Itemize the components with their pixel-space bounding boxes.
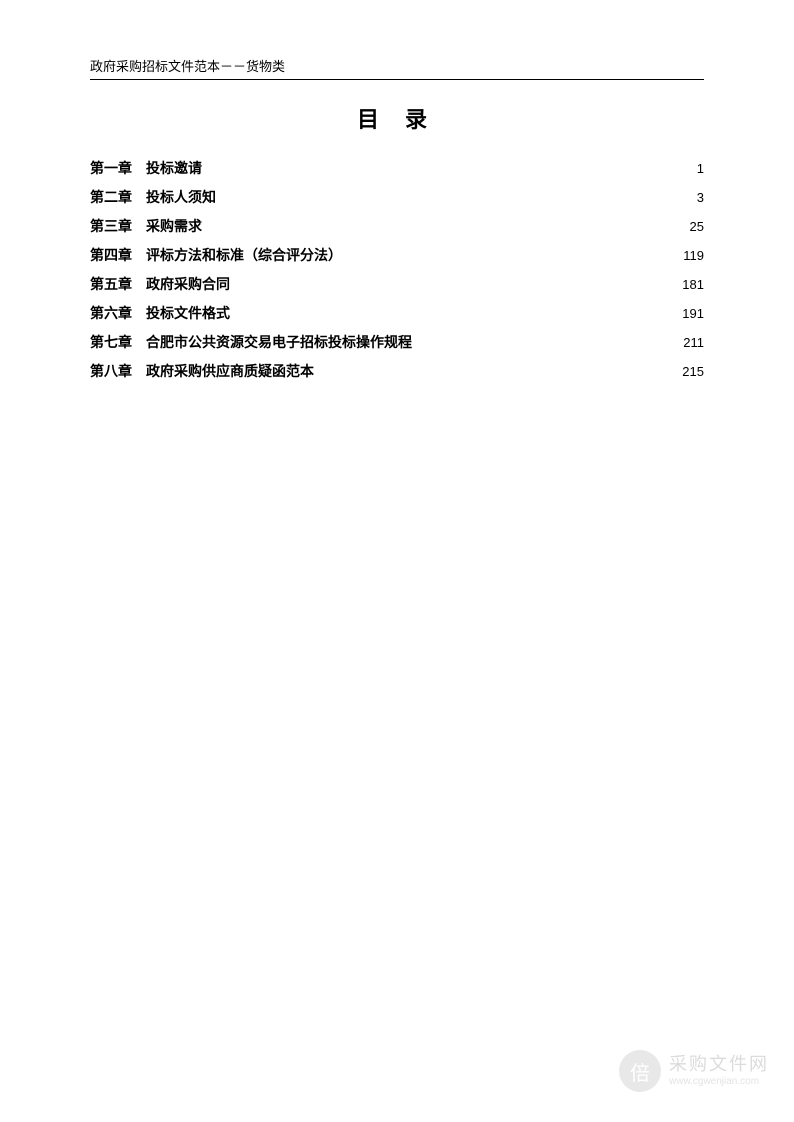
toc-entry: 第四章 评标方法和标准（综合评分法） 119	[90, 241, 704, 270]
toc-entry-title: 评标方法和标准（综合评分法）	[146, 241, 342, 270]
toc-page-number: 181	[682, 270, 704, 299]
watermark-url: www.cgwenjian.com	[669, 1076, 769, 1088]
table-of-contents: 第一章 投标邀请 1 第二章 投标人须知 3 第三章 采购需求 25 第四章 评…	[90, 154, 704, 386]
toc-entry: 第七章 合肥市公共资源交易电子招标投标操作规程 211	[90, 328, 704, 357]
toc-entry-title: 政府采购供应商质疑函范本	[146, 357, 314, 386]
toc-page-number: 215	[682, 357, 704, 386]
toc-entry-title: 政府采购合同	[146, 270, 230, 299]
toc-page-number: 25	[690, 212, 704, 241]
page-header: 政府采购招标文件范本－－货物类	[90, 56, 704, 80]
toc-entry: 第二章 投标人须知 3	[90, 183, 704, 212]
watermark-title: 采购文件网	[669, 1054, 769, 1076]
toc-chapter: 第四章	[90, 241, 132, 270]
toc-chapter: 第六章	[90, 299, 132, 328]
toc-page-number: 191	[682, 299, 704, 328]
toc-entry: 第五章 政府采购合同 181	[90, 270, 704, 299]
watermark-logo-icon: 倍	[619, 1050, 661, 1092]
toc-chapter: 第三章	[90, 212, 132, 241]
toc-page-number: 119	[683, 241, 704, 270]
toc-entry-title: 采购需求	[146, 212, 202, 241]
watermark: 倍 采购文件网 www.cgwenjian.com	[619, 1050, 769, 1092]
toc-entry: 第一章 投标邀请 1	[90, 154, 704, 183]
toc-entry-title: 投标人须知	[146, 183, 216, 212]
toc-page-number: 3	[697, 183, 704, 212]
toc-entry: 第八章 政府采购供应商质疑函范本 215	[90, 357, 704, 386]
toc-chapter: 第八章	[90, 357, 132, 386]
toc-page-number: 211	[683, 328, 704, 357]
toc-entry: 第六章 投标文件格式 191	[90, 299, 704, 328]
toc-entry-title: 合肥市公共资源交易电子招标投标操作规程	[146, 328, 412, 357]
toc-chapter: 第二章	[90, 183, 132, 212]
toc-chapter: 第七章	[90, 328, 132, 357]
document-page: 政府采购招标文件范本－－货物类 目 录 第一章 投标邀请 1 第二章 投标人须知…	[0, 0, 794, 1122]
watermark-text-block: 采购文件网 www.cgwenjian.com	[669, 1054, 769, 1088]
toc-entry: 第三章 采购需求 25	[90, 212, 704, 241]
toc-chapter: 第一章	[90, 154, 132, 183]
toc-page-number: 1	[697, 154, 704, 183]
toc-entry-title: 投标文件格式	[146, 299, 230, 328]
toc-chapter: 第五章	[90, 270, 132, 299]
toc-entry-title: 投标邀请	[146, 154, 202, 183]
toc-title: 目 录	[90, 102, 704, 134]
